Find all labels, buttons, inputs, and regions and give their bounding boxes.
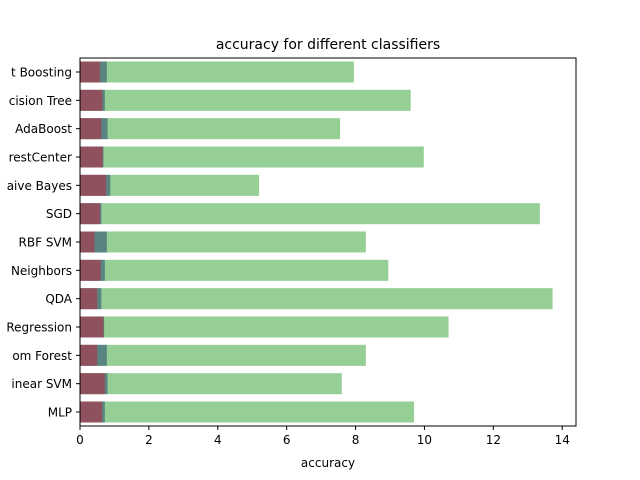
bar-series1-8 xyxy=(80,288,553,310)
x-axis-label: accuracy xyxy=(301,456,355,470)
x-tick-label-6: 12 xyxy=(486,433,501,447)
y-tick-label-1: cision Tree xyxy=(9,94,72,108)
y-tick-label-6: RBF SVM xyxy=(19,236,72,250)
bar-series3-1 xyxy=(80,89,103,111)
x-tick-label-3: 6 xyxy=(283,433,291,447)
y-tick-label-3: restCenter xyxy=(9,151,72,165)
bar-series1-1 xyxy=(80,89,411,111)
bar-series1-12 xyxy=(80,401,415,423)
bar-series1-11 xyxy=(80,373,342,395)
y-tick-label-11: inear SVM xyxy=(11,377,72,391)
x-axis-ticks: 0 2 4 6 8 10 12 14 xyxy=(76,426,570,447)
bars-group xyxy=(80,61,553,423)
bar-series3-7 xyxy=(80,259,101,281)
y-tick-label-5: SGD xyxy=(46,207,72,221)
x-tick-label-0: 0 xyxy=(76,433,84,447)
bar-series1-3 xyxy=(80,146,424,168)
x-tick-label-7: 14 xyxy=(555,433,570,447)
bar-series3-5 xyxy=(80,203,100,225)
y-tick-label-12: MLP xyxy=(48,406,72,420)
bar-series3-11 xyxy=(80,373,105,395)
bar-series3-9 xyxy=(80,316,104,338)
x-tick-label-1: 2 xyxy=(145,433,153,447)
bar-series3-12 xyxy=(80,401,103,423)
y-tick-label-2: AdaBoost xyxy=(15,122,72,136)
bar-series3-4 xyxy=(80,174,107,196)
y-tick-label-7: Neighbors xyxy=(11,264,72,278)
bar-series3-2 xyxy=(80,118,102,140)
bar-series1-2 xyxy=(80,118,341,140)
y-tick-label-10: om Forest xyxy=(12,349,72,363)
x-tick-label-2: 4 xyxy=(214,433,222,447)
chart-title: accuracy for different classifiers xyxy=(216,37,440,53)
bar-series3-6 xyxy=(80,231,95,253)
x-tick-label-4: 8 xyxy=(352,433,360,447)
bar-series3-3 xyxy=(80,146,103,168)
y-tick-label-0: t Boosting xyxy=(11,66,72,80)
bar-series3-10 xyxy=(80,344,98,366)
bar-series1-4 xyxy=(80,174,260,196)
bar-series1-9 xyxy=(80,316,449,338)
bar-series1-0 xyxy=(80,61,354,83)
bar-series1-6 xyxy=(80,231,366,253)
bar-series1-5 xyxy=(80,203,540,225)
y-tick-label-8: QDA xyxy=(45,292,72,306)
y-axis-ticks: t Boosting cision Tree AdaBoost restCenter a… xyxy=(6,66,80,420)
bar-series1-7 xyxy=(80,259,389,281)
bar-series3-8 xyxy=(80,288,98,310)
bar-series3-0 xyxy=(80,61,100,83)
bar-series1-10 xyxy=(80,344,366,366)
y-tick-label-4: aive Bayes xyxy=(7,179,72,193)
y-tick-label-9: Regression xyxy=(6,321,72,335)
x-tick-label-5: 10 xyxy=(417,433,432,447)
